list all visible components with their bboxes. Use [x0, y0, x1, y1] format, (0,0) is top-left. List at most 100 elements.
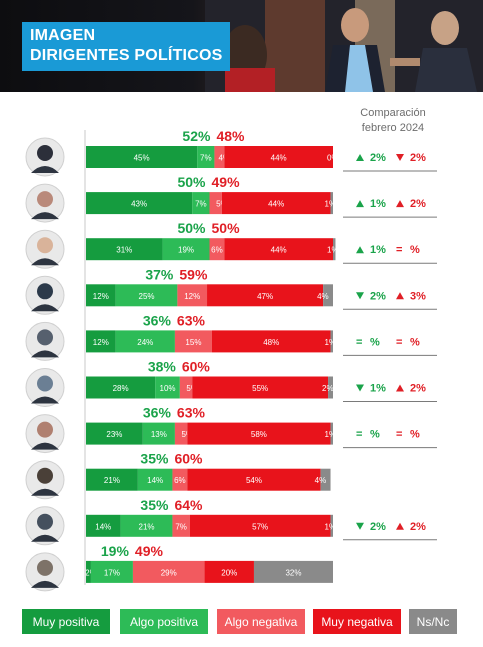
- bar-segment-label: 12%: [93, 292, 109, 301]
- avatar-body: [31, 212, 59, 220]
- positive-total: 35%: [140, 497, 169, 513]
- bar-segment-label: 24%: [137, 338, 153, 347]
- comparison-positive-value: 1%: [370, 383, 386, 395]
- bar-segment-label: 14%: [95, 522, 111, 531]
- banner-photo: [205, 0, 483, 92]
- comparison-negative-value: %: [410, 244, 420, 256]
- bar-segment: [224, 238, 333, 261]
- bar-segment-label: 43%: [131, 200, 147, 209]
- bar-segment: [320, 468, 331, 491]
- bar-segment-label: 1%: [325, 200, 337, 209]
- negative-total: 63%: [177, 312, 206, 328]
- bar-segment: [86, 330, 116, 353]
- bar-segment-label: 10%: [160, 384, 176, 393]
- negative-total: 59%: [179, 266, 208, 282]
- positive-total: 50%: [177, 220, 206, 236]
- bar-segment: [174, 330, 212, 353]
- comparison-positive-value: %: [370, 336, 380, 348]
- bar-segment: [137, 468, 173, 491]
- comparison-positive-value: 1%: [370, 244, 386, 256]
- bar-segment: [187, 422, 331, 445]
- bar-segment-label: 1%: [325, 522, 337, 531]
- avatar-face: [37, 467, 53, 484]
- pos-up-arrow-icon: [356, 246, 364, 254]
- bar-segment: [120, 514, 173, 537]
- avatar-face: [37, 513, 53, 530]
- pos-up-arrow-icon: [356, 200, 364, 208]
- bar-segment-label: 48%: [263, 338, 279, 347]
- bar-segment: [86, 514, 121, 537]
- bar-segment-label: 45%: [134, 154, 150, 163]
- avatar-face: [37, 421, 53, 438]
- avatar-body: [31, 488, 59, 496]
- comparison-negative-value: %: [410, 429, 420, 441]
- bar-segment: [174, 422, 188, 445]
- bar-segment-label: 23%: [106, 430, 122, 439]
- bar-segment: [86, 560, 91, 583]
- negative-total: 49%: [212, 174, 241, 190]
- avatar-face: [37, 559, 53, 576]
- pos-down-arrow-icon: [356, 522, 364, 530]
- positive-total: 19%: [101, 543, 130, 559]
- pos-equal-icon: =: [356, 336, 362, 348]
- positive-total: 37%: [145, 266, 174, 282]
- bar-segment-label: 54%: [246, 476, 262, 485]
- legend-item: Ns/Nc: [409, 609, 457, 634]
- comparison-negative-value: %: [410, 336, 420, 348]
- bar-segment-label: 44%: [271, 154, 287, 163]
- comparison-positive-value: %: [370, 429, 380, 441]
- bar-segment-label: 58%: [251, 430, 267, 439]
- pos-down-arrow-icon: [356, 292, 364, 300]
- bar-segment: [330, 514, 333, 537]
- bar-segment-label: 14%: [147, 476, 163, 485]
- bar-segment-label: 2%: [322, 384, 334, 393]
- bar-segment-label: 1%: [327, 246, 339, 255]
- comparison-negative-value: 3%: [410, 290, 426, 302]
- bar-segment: [86, 238, 163, 261]
- neg-up-arrow-icon: [396, 522, 404, 530]
- bar-segment: [115, 330, 175, 353]
- bar-segment-label: 44%: [271, 246, 287, 255]
- bar-segment: [330, 330, 333, 353]
- comparison-negative-value: 2%: [410, 521, 426, 533]
- comparison-positive-value: 2%: [370, 152, 386, 164]
- bar-segment: [328, 376, 333, 399]
- bar-segment: [86, 146, 198, 168]
- bar-segment-label: 57%: [252, 522, 268, 531]
- bar-segment: [86, 376, 156, 399]
- bar-segment: [209, 238, 225, 261]
- negative-total: 63%: [177, 405, 206, 421]
- bar-segment: [86, 192, 193, 215]
- bar-segment-label: 4%: [317, 292, 329, 301]
- bar-segment-label: 7%: [175, 522, 187, 531]
- bar-segment: [323, 284, 333, 307]
- avatar-face: [37, 375, 53, 392]
- bar-segment-label: 21%: [139, 522, 155, 531]
- comparison-positive-value: 2%: [370, 290, 386, 302]
- avatar-body: [31, 534, 59, 542]
- bar-segment: [179, 376, 193, 399]
- bar-segment-label: 17%: [104, 568, 120, 577]
- legend-item: Muy negativa: [313, 609, 401, 634]
- avatar-face: [37, 191, 53, 208]
- bar-segment: [330, 422, 333, 445]
- comparison-positive-value: 2%: [370, 521, 386, 533]
- bar-segment: [209, 192, 222, 215]
- bar-segment-label: 1%: [325, 430, 337, 439]
- bar-segment: [90, 560, 133, 583]
- bar-segment: [162, 238, 210, 261]
- legend-item: Algo negativa: [217, 609, 305, 634]
- bar-segment-label: 12%: [184, 292, 200, 301]
- neg-up-arrow-icon: [396, 292, 404, 300]
- bar-segment: [330, 192, 333, 215]
- avatar-body: [31, 258, 59, 266]
- avatar-body: [31, 442, 59, 450]
- bar-segment: [115, 284, 178, 307]
- bar-segment: [197, 146, 215, 168]
- bar-segment: [187, 468, 321, 491]
- bar-segment-label: 19%: [178, 246, 194, 255]
- positive-total: 36%: [143, 312, 172, 328]
- bar-segment: [204, 560, 254, 583]
- bar-segment-label: 7%: [200, 154, 212, 163]
